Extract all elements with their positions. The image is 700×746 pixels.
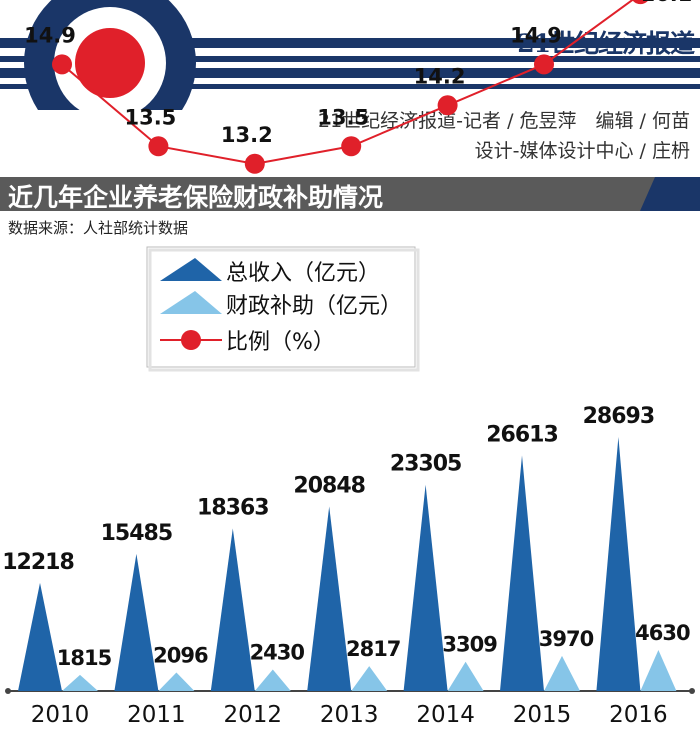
legend-label-2: 比例（%）	[226, 330, 335, 355]
income-label-2015: 26613	[486, 422, 558, 447]
legend-subsidy-marker	[160, 291, 222, 314]
ratio-point-2010	[52, 54, 72, 75]
ratio-label-2014: 14.2	[414, 64, 466, 88]
year-label-2015: 2015	[513, 702, 572, 728]
income-label-2014: 23305	[390, 452, 462, 477]
subsidy-bar-2016	[640, 650, 677, 691]
subsidy-label-2016: 4630	[635, 621, 690, 645]
ratio-label-2010: 14.9	[24, 23, 76, 47]
year-label-2010: 2010	[31, 702, 90, 728]
subsidy-bar-2013	[351, 666, 388, 691]
credit-line-2: 设计-媒体设计中心 / 庄枬	[474, 140, 690, 162]
subsidy-label-2015: 3970	[539, 627, 594, 651]
income-bar-2012	[210, 528, 255, 691]
income-bar-2016	[596, 437, 641, 691]
subsidy-label-2012: 2430	[250, 640, 305, 664]
title-bar	[0, 177, 700, 211]
subsidy-bar-2015	[544, 655, 580, 691]
legend-label-0: 总收入（亿元）	[226, 261, 380, 286]
income-bar-2011	[114, 553, 159, 691]
brand-name: 21世纪经济报道	[517, 29, 695, 58]
x-axis-end-dot	[689, 688, 695, 694]
ratio-point-2015	[534, 54, 554, 75]
ratio-point-2014	[437, 95, 458, 116]
subsidy-label-2014: 3309	[442, 633, 497, 657]
x-axis-start-dot	[5, 688, 11, 694]
year-label-2012: 2012	[224, 702, 283, 728]
logo-red-dot	[75, 28, 145, 98]
ratio-point-2011	[148, 136, 169, 157]
ratio-label-2013: 13.5	[317, 105, 369, 129]
subsidy-bar-2010	[62, 674, 98, 691]
subsidy-bar-2014	[447, 661, 484, 691]
ratio-point-2016	[632, 0, 649, 5]
income-label-2013: 20848	[293, 473, 365, 498]
ratio-point-2013	[341, 136, 362, 157]
credit-line-1: 21世纪经济报道-记者 / 危昱萍 编辑 / 何苗	[318, 110, 690, 132]
income-bar-2014	[403, 484, 448, 691]
income-label-2010: 12218	[2, 550, 74, 575]
legend-label-1: 财政补助（亿元）	[226, 294, 402, 319]
ratio-label-2015: 14.9	[510, 23, 562, 47]
income-bar-2015	[500, 455, 544, 691]
subsidy-bar-2012	[254, 669, 291, 691]
legend-ratio-marker	[181, 330, 201, 350]
legend-income-marker	[160, 258, 222, 281]
year-label-2011: 2011	[127, 702, 186, 728]
income-label-2012: 18363	[197, 495, 269, 520]
ratio-label-2012: 13.2	[221, 123, 273, 147]
year-label-2016: 2016	[609, 702, 668, 728]
income-bar-2010	[18, 582, 62, 691]
ratio-label-2011: 13.5	[124, 105, 176, 129]
income-bar-2013	[307, 506, 352, 691]
income-label-2016: 28693	[583, 404, 655, 429]
income-label-2011: 15485	[101, 521, 173, 546]
chart-title: 近几年企业养老保险财政补助情况	[8, 183, 384, 212]
subsidy-bar-2011	[158, 672, 195, 691]
year-label-2014: 2014	[416, 702, 475, 728]
year-label-2013: 2013	[320, 702, 379, 728]
ratio-label-2016: 16.1	[640, 0, 692, 6]
logo-stripes	[0, 38, 700, 89]
data-source: 数据来源：人社部统计数据	[8, 219, 189, 237]
subsidy-label-2011: 2096	[153, 643, 208, 667]
legend-shadow	[148, 248, 420, 372]
subsidy-label-2013: 2817	[346, 637, 400, 661]
newspaper-logo	[0, 0, 700, 110]
ratio-point-2012	[244, 153, 265, 174]
subsidy-label-2010: 1815	[57, 646, 112, 670]
